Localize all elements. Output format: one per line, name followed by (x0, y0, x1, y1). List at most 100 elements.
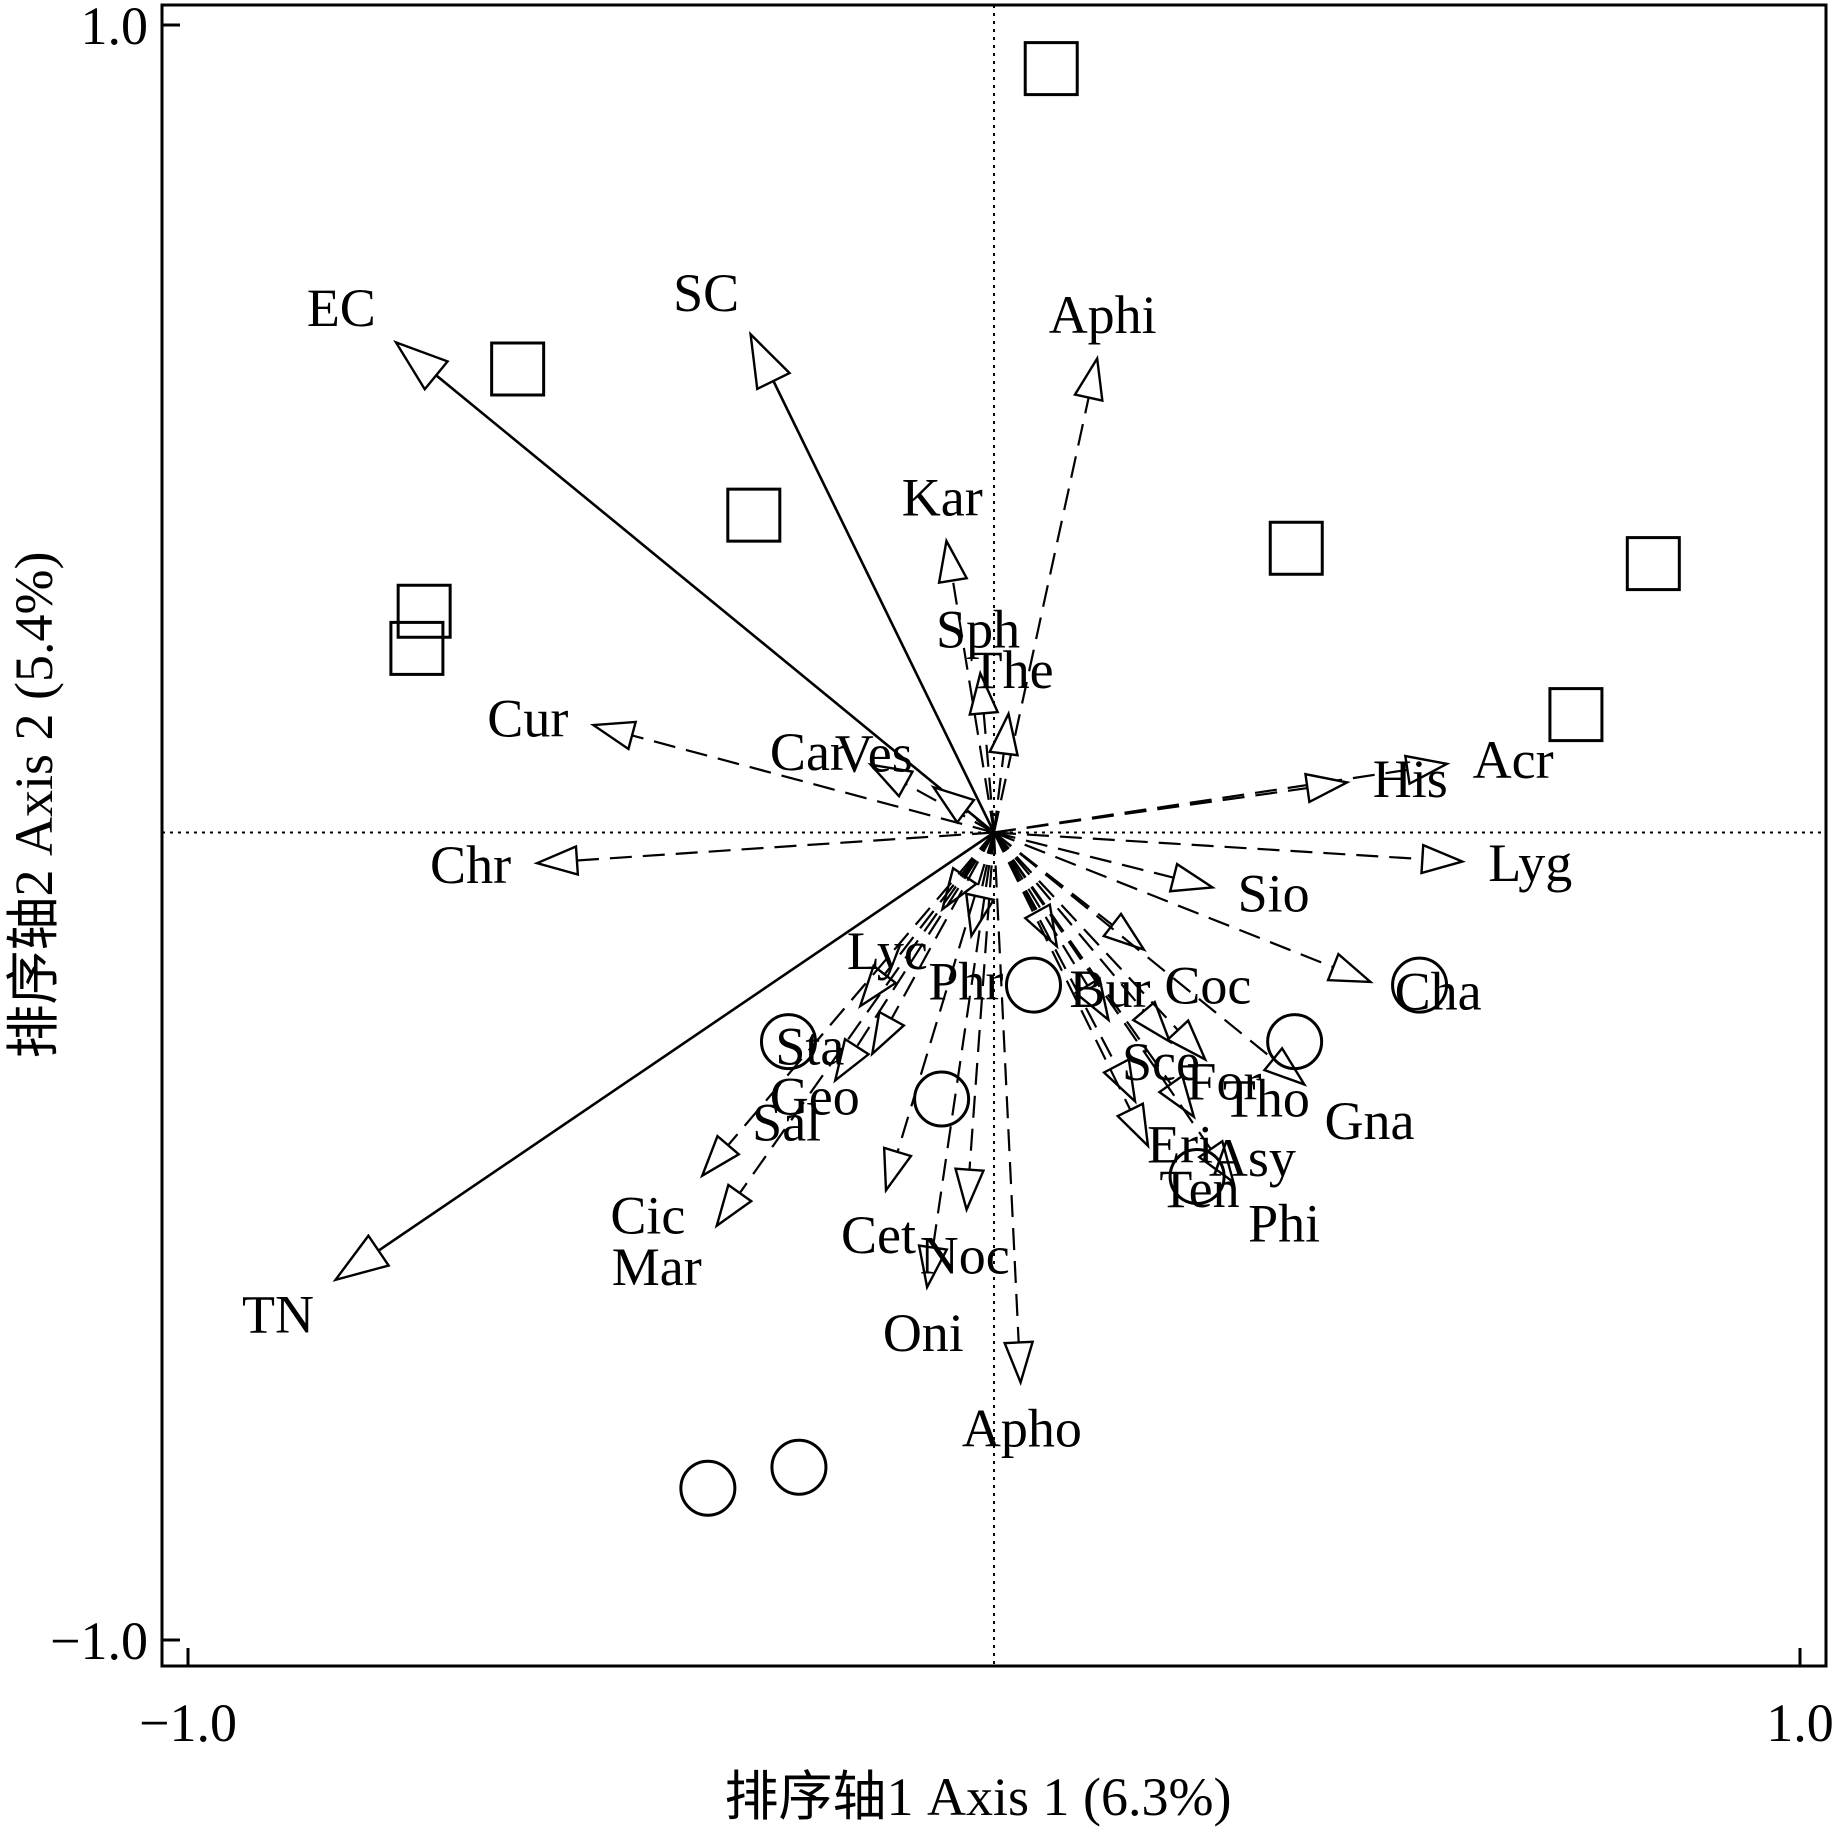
species-arrowhead (930, 785, 976, 825)
x-tick-label: −1.0 (139, 1693, 237, 1753)
species-vector-kar (937, 537, 996, 833)
species-vector-his (993, 772, 1351, 834)
species-vector-line (993, 786, 1308, 834)
site-circle-8 (679, 1459, 737, 1517)
species-arrowhead (870, 1010, 906, 1057)
species-vector-tho (993, 831, 1208, 1063)
species-vector-the (987, 710, 1020, 833)
species-vector-line (968, 832, 996, 1170)
species-label-sta: Sta (775, 1017, 844, 1077)
species-vector-line (992, 753, 1005, 833)
species-label-acr: Acr (1473, 730, 1554, 790)
species-arrowhead (1115, 1101, 1150, 1150)
species-vector-noc (953, 832, 996, 1214)
species-vector-line (982, 713, 996, 833)
species-vector-line (993, 832, 1132, 1111)
species-arrowhead (987, 710, 1020, 757)
species-label-phi: Phi (1248, 1194, 1320, 1254)
species-label-tho: Tho (1223, 1068, 1310, 1128)
site-square-7 (1625, 536, 1681, 592)
species-vector-sce (993, 831, 1111, 1023)
species-vector-line (931, 832, 996, 1248)
species-vector-line (993, 831, 1179, 1031)
species-label-the: The (970, 640, 1054, 700)
env-vector-line (772, 380, 996, 834)
species-label-chr: Chr (430, 835, 511, 895)
species-vector-line (576, 831, 995, 862)
env-label-sc: SC (673, 263, 739, 323)
species-label-sio: Sio (1238, 864, 1310, 924)
species-vector-mar (714, 831, 995, 1229)
species-vector-line (964, 810, 995, 834)
species-vector-coc (993, 831, 1147, 952)
species-label-ten: Ten (1159, 1159, 1239, 1219)
site-circle-5 (913, 1070, 971, 1128)
species-vector-ten (993, 832, 1150, 1150)
species-arrowhead (1101, 911, 1147, 952)
species-arrowhead (1002, 1340, 1035, 1387)
site-circle-4 (759, 1013, 817, 1071)
species-label-his: His (1373, 749, 1448, 809)
species-vector-line (883, 831, 995, 976)
species-arrowhead (1168, 862, 1216, 893)
species-vector-cet (882, 832, 996, 1194)
site-circle-7 (770, 1438, 828, 1496)
axis-ticks: −1.0 1.0 −1.0 1.0 (50, 0, 1834, 1753)
species-vector-for (993, 831, 1173, 1045)
species-vector-aphi (992, 354, 1104, 833)
species-label-lyc: Lyc (847, 921, 928, 981)
species-arrowhead (1023, 902, 1059, 950)
species-arrowhead (533, 844, 580, 877)
site-square-8 (1548, 687, 1604, 743)
species-vector-sio (993, 831, 1216, 893)
species-arrowhead (1073, 976, 1111, 1023)
site-square-1 (1023, 41, 1079, 97)
env-vector-tn (332, 831, 995, 1282)
env-vector-ec (393, 340, 995, 834)
site-square-5 (389, 620, 445, 676)
species-label-geo: Geo (770, 1067, 860, 1127)
x-tick-label: 1.0 (1766, 1693, 1834, 1753)
species-vector-line (993, 768, 1408, 834)
species-vector-lyg (993, 831, 1466, 875)
species-label-lyg: Lyg (1488, 833, 1572, 893)
env-vector-sc (748, 330, 996, 834)
site-square-4 (396, 583, 452, 639)
species-vector-line (631, 734, 995, 834)
species-label-car: Car (770, 722, 848, 782)
env-label-tn: TN (242, 1284, 314, 1344)
species-label-ves: Ves (835, 724, 913, 784)
species-label-kar: Kar (902, 467, 983, 527)
species-arrowhead (937, 537, 969, 585)
species-vector-cur (589, 720, 995, 834)
species-label-phr: Phr (928, 951, 1003, 1011)
y-tick-label: 1.0 (81, 0, 149, 56)
site-square-3 (726, 487, 782, 543)
species-label-cur: Cur (487, 688, 568, 748)
species-label-cic: Cic (610, 1185, 685, 1245)
species-label-mar: Mar (612, 1237, 702, 1297)
species-arrowhead (1326, 952, 1374, 984)
species-arrowhead (1165, 1018, 1208, 1063)
species-label-gna: Gna (1324, 1091, 1414, 1151)
y-tick-label: −1.0 (50, 1611, 148, 1671)
site-square-2 (490, 341, 546, 397)
env-vector-line (377, 831, 995, 1252)
species-arrowhead (857, 963, 898, 1009)
species-arrowhead (1403, 754, 1451, 786)
species-vector-line (855, 831, 995, 1048)
species-label-noc: Noc (920, 1226, 1010, 1286)
species-arrowhead (882, 1146, 913, 1194)
site-circle-3 (1266, 1013, 1324, 1071)
env-label-ec: EC (307, 278, 376, 338)
species-label-sal: Sal (752, 1092, 821, 1152)
species-label-for: For (1186, 1052, 1261, 1112)
species-vector-oni (917, 832, 996, 1291)
site-circle-1 (1391, 956, 1449, 1014)
species-arrowhead (833, 1037, 871, 1084)
species-label-bur: Bur (1069, 959, 1150, 1019)
site-circle-6 (1168, 1147, 1226, 1205)
species-vector-sta (857, 831, 995, 1009)
species-label-eri: Eri (1147, 1114, 1213, 1174)
